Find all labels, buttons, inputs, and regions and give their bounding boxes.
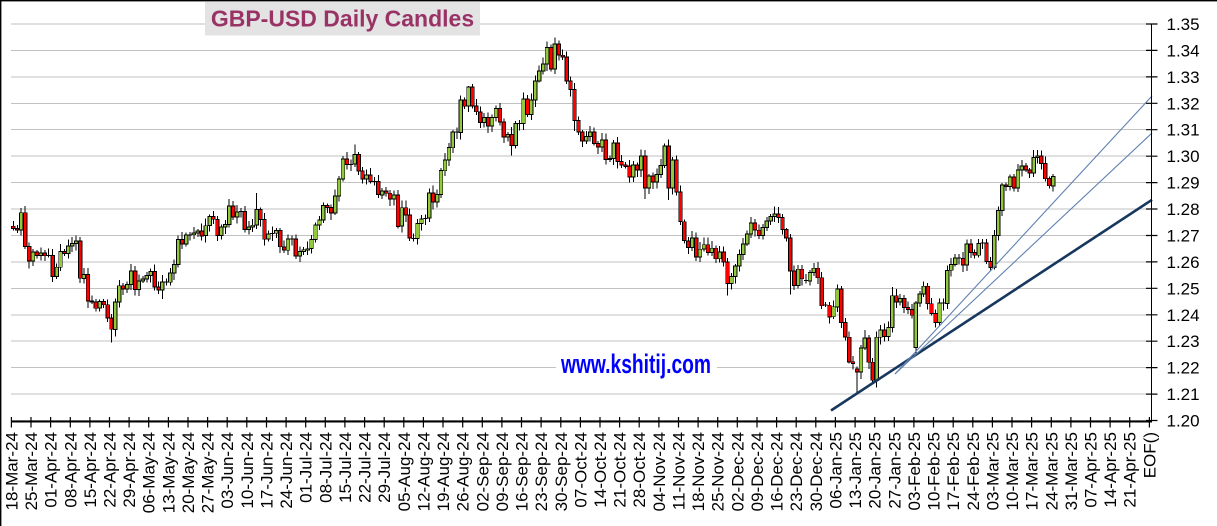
svg-text:26-Aug-24: 26-Aug-24 (454, 432, 473, 511)
svg-text:23-Sep-24: 23-Sep-24 (532, 432, 551, 511)
svg-text:1.30: 1.30 (1167, 147, 1200, 166)
svg-text:14-Oct-24: 14-Oct-24 (591, 432, 610, 508)
svg-text:13-May-24: 13-May-24 (159, 432, 178, 513)
svg-text:1.26: 1.26 (1167, 253, 1200, 272)
svg-text:01-Apr-24: 01-Apr-24 (42, 432, 61, 508)
svg-text:17-Jun-24: 17-Jun-24 (258, 432, 277, 509)
svg-text:06-Jan-25: 06-Jan-25 (826, 432, 845, 509)
svg-text:11-Nov-24: 11-Nov-24 (670, 432, 689, 510)
svg-text:1.21: 1.21 (1167, 385, 1200, 404)
svg-text:10-Feb-25: 10-Feb-25 (925, 432, 944, 510)
svg-text:16-Sep-24: 16-Sep-24 (513, 432, 532, 511)
svg-text:09-Sep-24: 09-Sep-24 (493, 432, 512, 511)
svg-text:05-Aug-24: 05-Aug-24 (395, 432, 414, 511)
svg-text:20-Jan-25: 20-Jan-25 (866, 432, 885, 509)
svg-text:22-Jul-24: 22-Jul-24 (356, 432, 375, 503)
svg-text:13-Jan-25: 13-Jan-25 (846, 432, 865, 509)
svg-text:1.31: 1.31 (1167, 121, 1200, 140)
svg-text:1.33: 1.33 (1167, 68, 1200, 87)
svg-text:1.28: 1.28 (1167, 200, 1200, 219)
svg-text:02-Dec-24: 02-Dec-24 (728, 432, 747, 511)
svg-text:03-Feb-25: 03-Feb-25 (905, 432, 924, 510)
svg-text:1.23: 1.23 (1167, 332, 1200, 351)
svg-text:29-Jul-24: 29-Jul-24 (375, 432, 394, 503)
svg-text:20-May-24: 20-May-24 (179, 432, 198, 513)
svg-text:14-Apr-25: 14-Apr-25 (1101, 432, 1120, 508)
svg-text:18-Mar-24: 18-Mar-24 (2, 432, 21, 510)
svg-text:10-Mar-25: 10-Mar-25 (1003, 432, 1022, 510)
svg-text:15-Apr-24: 15-Apr-24 (81, 432, 100, 508)
svg-text:25-Nov-24: 25-Nov-24 (709, 432, 728, 511)
svg-text:27-Jan-25: 27-Jan-25 (885, 432, 904, 509)
svg-text:30-Sep-24: 30-Sep-24 (552, 432, 571, 511)
svg-text:27-May-24: 27-May-24 (199, 432, 218, 513)
svg-text:1.25: 1.25 (1167, 279, 1200, 298)
svg-text:24-Jun-24: 24-Jun-24 (277, 432, 296, 509)
svg-text:08-Jul-24: 08-Jul-24 (316, 432, 335, 503)
svg-text:08-Apr-24: 08-Apr-24 (61, 432, 80, 508)
svg-text:03-Mar-25: 03-Mar-25 (983, 432, 1002, 510)
svg-text:1.35: 1.35 (1167, 15, 1200, 34)
svg-text:10-Jun-24: 10-Jun-24 (238, 432, 257, 509)
svg-text:18-Nov-24: 18-Nov-24 (689, 432, 708, 511)
svg-text:04-Nov-24: 04-Nov-24 (650, 432, 669, 511)
svg-text:07-Oct-24: 07-Oct-24 (571, 432, 590, 508)
svg-text:28-Oct-24: 28-Oct-24 (630, 432, 649, 508)
svg-text:03-Jun-24: 03-Jun-24 (218, 432, 237, 509)
svg-text:1.34: 1.34 (1167, 41, 1200, 60)
svg-text:29-Apr-24: 29-Apr-24 (120, 432, 139, 508)
svg-text:19-Aug-24: 19-Aug-24 (434, 432, 453, 511)
svg-text:12-Aug-24: 12-Aug-24 (414, 432, 433, 511)
svg-text:15-Jul-24: 15-Jul-24 (336, 432, 355, 503)
svg-text:17-Feb-25: 17-Feb-25 (944, 432, 963, 510)
svg-text:www.kshitij.com: www.kshitij.com (560, 349, 711, 379)
svg-text:GBP-USD Daily Candles: GBP-USD Daily Candles (211, 6, 474, 32)
svg-text:21-Apr-25: 21-Apr-25 (1121, 432, 1140, 508)
svg-text:1.24: 1.24 (1167, 306, 1200, 325)
svg-text:09-Dec-24: 09-Dec-24 (748, 432, 767, 511)
svg-text:23-Dec-24: 23-Dec-24 (787, 432, 806, 511)
svg-text:06-May-24: 06-May-24 (140, 432, 159, 513)
svg-text:16-Dec-24: 16-Dec-24 (768, 432, 787, 511)
svg-text:21-Oct-24: 21-Oct-24 (611, 432, 630, 508)
svg-text:25-Mar-24: 25-Mar-24 (22, 432, 41, 510)
svg-text:17-Mar-25: 17-Mar-25 (1023, 432, 1042, 510)
svg-text:22-Apr-24: 22-Apr-24 (101, 432, 120, 508)
svg-text:1.29: 1.29 (1167, 174, 1200, 193)
svg-text:02-Sep-24: 02-Sep-24 (473, 432, 492, 511)
svg-text:31-Mar-25: 31-Mar-25 (1062, 432, 1081, 510)
svg-text:07-Apr-25: 07-Apr-25 (1082, 432, 1101, 508)
svg-text:1.22: 1.22 (1167, 359, 1200, 378)
svg-text:01-Jul-24: 01-Jul-24 (297, 432, 316, 503)
svg-text:24-Mar-25: 24-Mar-25 (1042, 432, 1061, 510)
svg-text:EOF(): EOF() (1140, 432, 1159, 478)
svg-text:1.32: 1.32 (1167, 94, 1200, 113)
svg-text:1.20: 1.20 (1167, 412, 1200, 431)
svg-text:1.27: 1.27 (1167, 227, 1200, 246)
svg-text:30-Dec-24: 30-Dec-24 (807, 432, 826, 511)
svg-text:24-Feb-25: 24-Feb-25 (964, 432, 983, 510)
